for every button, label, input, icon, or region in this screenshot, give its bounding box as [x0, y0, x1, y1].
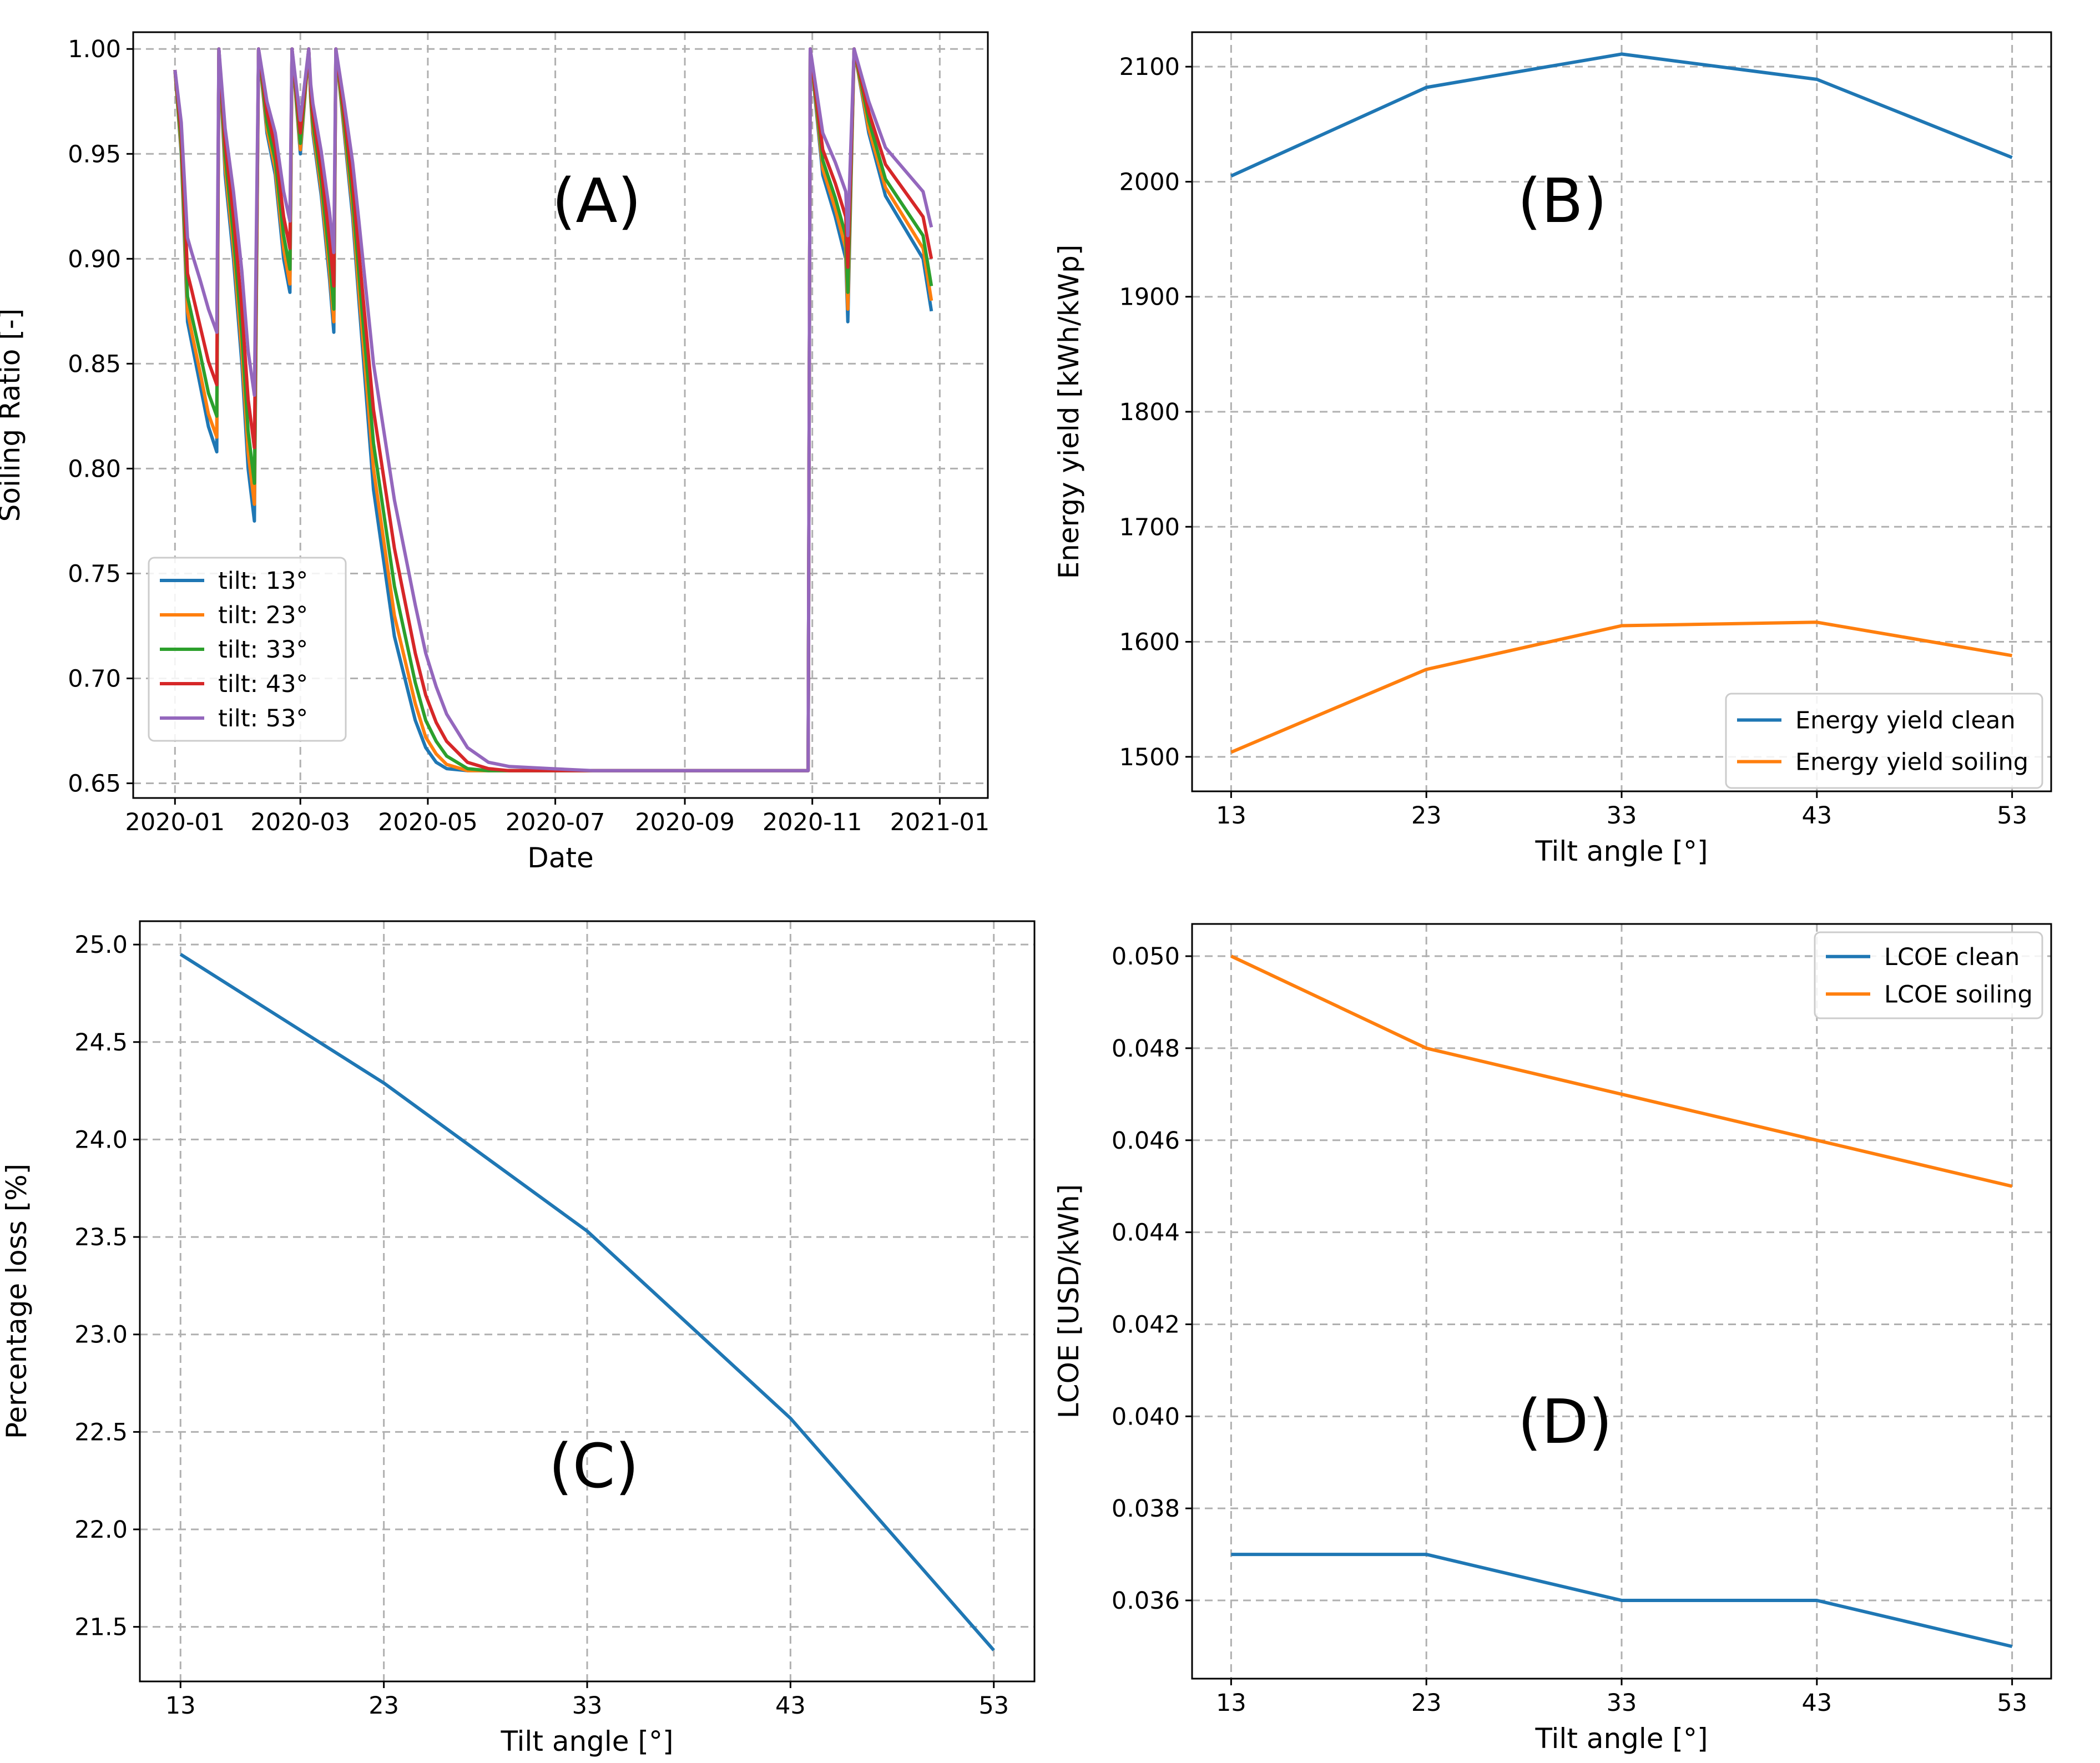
y-tick-label: 1700	[1119, 513, 1180, 541]
y-tick-label: 0.80	[68, 455, 121, 483]
y-tick-label: 0.046	[1112, 1127, 1180, 1155]
panel-c: 13 23 33 43 53 21.5 22.0 22.5 23.0 23.5 24.0 24.5 25…	[1, 920, 1036, 1757]
x-tick-label: 43	[1801, 1689, 1832, 1717]
y-tick-label: 2100	[1119, 53, 1180, 81]
x-tick-label: 53	[1997, 802, 2027, 830]
y-tick-label: 23.0	[74, 1321, 128, 1349]
y-tick-label: 0.040	[1112, 1403, 1180, 1431]
legend: LCOE clean LCOE soiling	[1814, 931, 2043, 1019]
legend-box	[1725, 693, 2043, 789]
y-axis-title: Soiling Ratio [-]	[0, 309, 26, 522]
y-tick-label: 1.00	[68, 36, 121, 63]
y-tick-label: 1900	[1119, 284, 1180, 311]
y-tick-label: 2000	[1119, 168, 1180, 196]
y-tick-label: 0.048	[1112, 1035, 1180, 1063]
legend-box	[148, 557, 347, 742]
plot-frame	[139, 920, 1036, 1683]
x-tick-label: 23	[1411, 802, 1442, 830]
legend-label: tilt: 13°	[218, 567, 308, 595]
x-tick-label: 23	[1411, 1689, 1442, 1717]
y-tick-label: 24.5	[74, 1029, 128, 1057]
y-tick-label: 25.0	[74, 931, 128, 959]
x-tick-label: 33	[1607, 1689, 1637, 1717]
x-tick-label: 2020-05	[378, 809, 478, 836]
x-tick-label: 53	[1997, 1689, 2027, 1717]
legend: tilt: 13° tilt: 23° tilt: 33° tilt: 43° tilt…	[148, 557, 347, 742]
series-line-2	[1230, 620, 2013, 754]
x-tick-label: 43	[1801, 802, 1832, 830]
plot-frame	[1191, 31, 2052, 792]
legend-label: tilt: 23°	[218, 602, 308, 629]
legend-label: tilt: 53°	[218, 705, 308, 733]
x-tick-label: 13	[1216, 1689, 1246, 1717]
x-tick-label: 13	[1216, 802, 1246, 830]
panel-a: 2020-01 2020-03 2020-05 2020-07 2020-09 2020-…	[0, 31, 990, 874]
x-axis-title: Tilt angle [°]	[1535, 1722, 1708, 1755]
series-line-1	[179, 953, 995, 1651]
legend: Energy yield clean Energy yield soiling	[1725, 693, 2043, 789]
y-tick-label: 0.050	[1112, 943, 1180, 971]
y-tick-label: 0.70	[68, 665, 121, 693]
x-tick-label: 2020-01	[125, 809, 225, 836]
y-axis-title: Energy yield [kWh/kWp]	[1053, 245, 1085, 579]
series-line-5	[173, 47, 933, 772]
y-tick-label: 21.5	[74, 1614, 128, 1641]
legend-label: tilt: 43°	[218, 670, 308, 698]
series-line-2	[1230, 954, 2013, 1188]
y-tick-label: 0.75	[68, 560, 121, 588]
x-tick-label: 43	[775, 1692, 806, 1720]
panel-label: (A)	[552, 165, 641, 236]
y-tick-label: 0.90	[68, 245, 121, 273]
x-tick-label: 2020-03	[250, 809, 350, 836]
y-tick-label: 24.0	[74, 1126, 128, 1154]
y-tick-label: 23.5	[74, 1224, 128, 1251]
x-axis-title: Date	[527, 842, 594, 874]
panel-d: 13 23 33 43 53 0.036 0.038 0.040 0.042 0.044 0.046…	[1053, 923, 2052, 1755]
y-tick-label: 0.042	[1112, 1311, 1180, 1338]
panel-b: 13 23 33 43 53 1500 1600 1700 1800 1900 2000 2100 Ti…	[1053, 31, 2052, 867]
y-tick-label: 1800	[1119, 398, 1180, 426]
x-tick-label: 2020-11	[763, 809, 862, 836]
legend-label: Energy yield clean	[1795, 707, 2016, 735]
y-tick-label: 1500	[1119, 744, 1180, 771]
y-tick-label: 0.036	[1112, 1587, 1180, 1615]
legend-label: tilt: 33°	[218, 636, 308, 664]
y-tick-label: 1600	[1119, 629, 1180, 656]
y-tick-label: 0.65	[68, 770, 121, 798]
y-tick-label: 22.5	[74, 1418, 128, 1446]
y-axis-title: Percentage loss [%]	[1, 1164, 33, 1439]
x-tick-label: 23	[368, 1692, 399, 1720]
x-tick-label: 2021-01	[890, 809, 990, 836]
x-axis-title: Tilt angle [°]	[1535, 835, 1708, 867]
x-tick-label: 53	[978, 1692, 1009, 1720]
y-tick-label: 22.0	[74, 1516, 128, 1544]
legend-label: LCOE soiling	[1884, 981, 2033, 1008]
x-tick-label: 33	[572, 1692, 603, 1720]
legend-box	[1814, 931, 2043, 1019]
panel-label: (D)	[1518, 1386, 1613, 1457]
x-axis-title: Tilt angle [°]	[501, 1725, 674, 1757]
series-line-1	[1230, 52, 2013, 178]
legend-label: Energy yield soiling	[1795, 749, 2028, 776]
plot-frame	[132, 31, 989, 799]
x-tick-label: 33	[1607, 802, 1637, 830]
x-tick-label: 2020-09	[635, 809, 735, 836]
y-tick-label: 0.95	[68, 140, 121, 168]
y-tick-label: 0.038	[1112, 1495, 1180, 1523]
y-tick-label: 0.044	[1112, 1219, 1180, 1247]
y-axis-title: LCOE [USD/kWh]	[1053, 1184, 1085, 1418]
series-line-1	[1231, 1553, 2013, 1648]
x-tick-label: 2020-07	[506, 809, 605, 836]
legend-label: LCOE clean	[1884, 943, 2020, 971]
plot-frame	[1191, 923, 2052, 1680]
y-tick-label: 0.85	[68, 350, 121, 378]
panel-label: (B)	[1517, 165, 1607, 236]
panel-label: (C)	[549, 1431, 639, 1502]
x-tick-label: 13	[165, 1692, 196, 1720]
